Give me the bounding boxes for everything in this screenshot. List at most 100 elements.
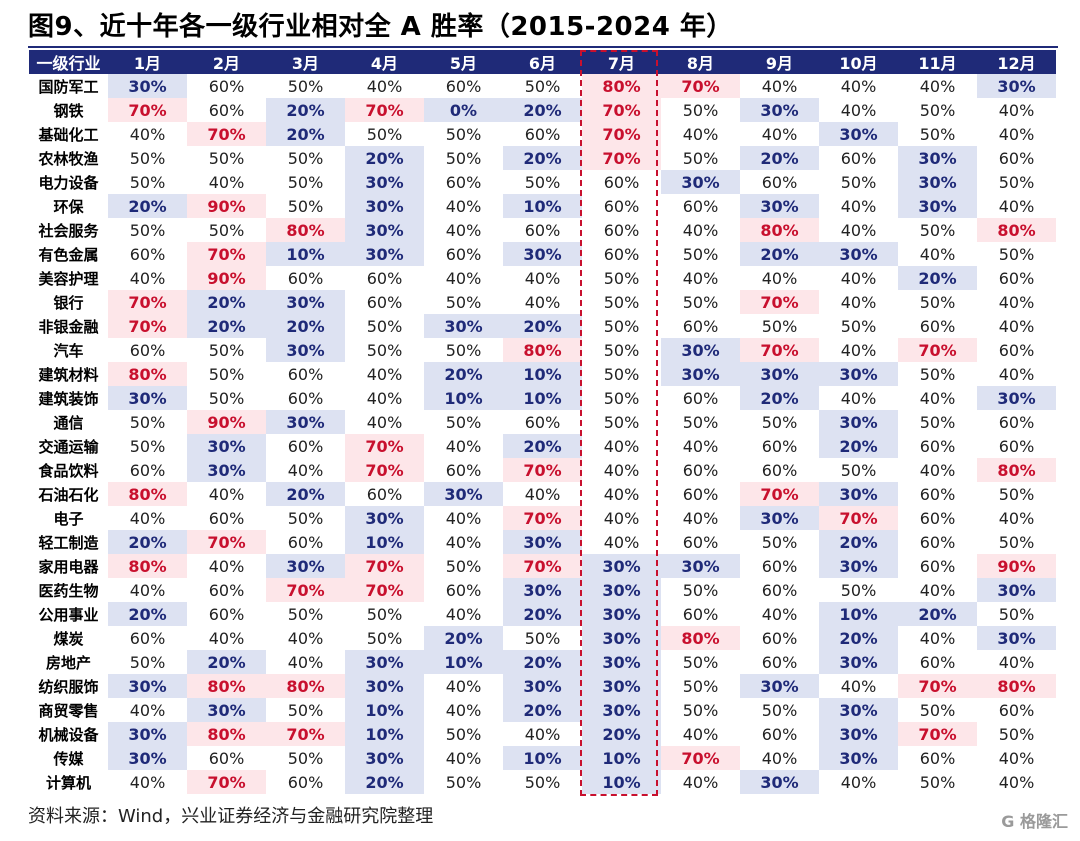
win-rate-cell: 20% [740,242,819,266]
win-rate-cell: 20% [898,602,977,626]
header-month-4: 4月 [345,50,424,74]
win-rate-cell: 30% [345,650,424,674]
win-rate-cell: 60% [445,580,482,600]
win-rate-cell: 20% [345,146,424,170]
win-rate-cell: 60% [761,460,798,480]
industry-label: 美容护理 [38,269,99,288]
table-header-row: 一级行业 1月 2月 3月 4月 5月 6月 7月 8月 9月 10月 11月 12月 [29,50,1056,74]
win-rate-cell: 80% [108,554,187,578]
win-rate-cell: 50% [524,772,561,792]
win-rate-cell: 40% [840,676,877,696]
win-rate-cell: 30% [740,674,819,698]
table-row: 公用事业 20% 60% 50% 50% 40% 20% 30% 60% 40% 10% 20% 50% [29,602,1056,626]
win-rate-cell: 60% [287,532,324,552]
win-rate-cell: 30% [266,338,345,362]
win-rate-cell: 50% [287,148,324,168]
win-rate-cell: 60% [129,340,166,360]
win-rate-cell: 30% [898,194,977,218]
win-rate-cell: 30% [582,626,661,650]
table-row: 有色金属 60% 70% 10% 30% 60% 30% 60% 50% 20% 30% 40% 50% [29,242,1056,266]
win-rate-cell: 20% [187,290,266,314]
win-rate-cell: 50% [682,244,719,264]
win-rate-cell: 40% [603,508,640,528]
win-rate-cell: 50% [840,172,877,192]
table-row: 医药生物 40% 60% 70% 70% 60% 30% 30% 50% 60% 50% 40% 30% [29,578,1056,602]
win-rate-cell: 50% [445,340,482,360]
win-rate-cell: 50% [208,388,245,408]
win-rate-cell: 40% [998,652,1035,672]
win-rate-cell: 20% [108,602,187,626]
win-rate-cell: 60% [919,748,956,768]
win-rate-cell: 70% [345,554,424,578]
win-rate-cell: 40% [366,364,403,384]
win-rate-cell: 80% [740,218,819,242]
win-rate-cell: 50% [682,676,719,696]
win-rate-cell: 40% [761,76,798,96]
win-rate-cell: 70% [898,674,977,698]
win-rate-cell: 40% [445,268,482,288]
table-row: 计算机 40% 70% 60% 20% 50% 50% 10% 40% 30% 40% 50% 40% [29,770,1056,794]
win-rate-cell: 50% [603,388,640,408]
win-rate-cell: 20% [503,602,582,626]
win-rate-cell: 80% [661,626,740,650]
win-rate-cell: 20% [266,98,345,122]
win-rate-cell: 30% [345,242,424,266]
win-rate-cell: 70% [898,722,977,746]
win-rate-cell: 60% [287,364,324,384]
win-rate-cell: 20% [819,434,898,458]
win-rate-cell: 40% [445,196,482,216]
industry-label: 环保 [53,197,84,216]
win-rate-cell: 80% [266,674,345,698]
page-title: 图9、近十年各一级行业相对全 A 胜率（2015-2024 年） [28,12,733,42]
win-rate-cell: 50% [840,580,877,600]
win-rate-cell: 30% [661,338,740,362]
win-rate-cell: 50% [445,124,482,144]
win-rate-cell: 20% [266,122,345,146]
win-rate-cell: 60% [761,556,798,576]
win-rate-cell: 60% [840,148,877,168]
win-rate-cell: 20% [740,146,819,170]
win-rate-cell: 40% [524,292,561,312]
win-rate-cell: 10% [582,746,661,770]
table-row: 石油石化 80% 40% 20% 60% 30% 40% 40% 60% 70% 30% 60% 50% [29,482,1056,506]
win-rate-cell: 20% [187,650,266,674]
win-rate-cell: 60% [761,724,798,744]
win-rate-cell: 50% [445,292,482,312]
win-rate-cell: 40% [682,724,719,744]
industry-label: 建筑装饰 [38,389,99,408]
win-rate-cell: 20% [503,146,582,170]
win-rate-cell: 50% [366,316,403,336]
win-rate-cell: 50% [840,316,877,336]
win-rate-cell: 60% [682,604,719,624]
win-rate-cell: 30% [977,578,1056,602]
win-rate-cell: 30% [819,482,898,506]
industry-label: 纺织服饰 [38,677,99,696]
win-rate-cell: 20% [266,314,345,338]
win-rate-cell: 40% [682,772,719,792]
win-rate-cell: 60% [682,196,719,216]
win-rate-cell: 40% [445,220,482,240]
win-rate-cell: 40% [998,508,1035,528]
win-rate-cell: 80% [582,74,661,98]
industry-label: 石油石化 [38,485,99,504]
win-rate-cell: 30% [977,626,1056,650]
win-rate-cell: 50% [998,532,1035,552]
win-rate-cell: 70% [108,98,187,122]
win-rate-cell: 20% [187,314,266,338]
win-rate-cell: 20% [424,362,503,386]
win-rate-cell: 50% [445,724,482,744]
win-rate-cell: 40% [682,268,719,288]
win-rate-cell: 50% [208,340,245,360]
win-rate-cell: 50% [445,772,482,792]
win-rate-cell: 60% [287,268,324,288]
win-rate-cell: 70% [266,722,345,746]
win-rate-cell: 30% [108,722,187,746]
win-rate-cell: 80% [503,338,582,362]
win-rate-cell: 20% [503,314,582,338]
win-rate-cell: 30% [661,362,740,386]
win-rate-cell: 70% [503,554,582,578]
win-rate-cell: 30% [819,650,898,674]
win-rate-cell: 10% [424,650,503,674]
win-rate-cell: 70% [503,506,582,530]
industry-label: 通信 [53,413,84,432]
